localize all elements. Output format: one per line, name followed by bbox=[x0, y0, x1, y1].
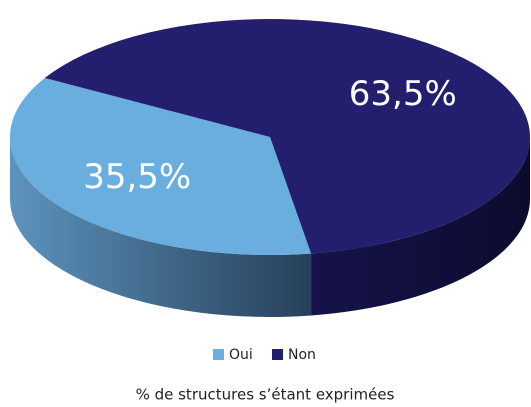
pie-slice bbox=[44, 19, 530, 254]
legend-swatch bbox=[213, 349, 224, 360]
legend-swatch bbox=[272, 349, 283, 360]
data-label: 63,5% bbox=[349, 74, 457, 114]
pie-side bbox=[311, 137, 530, 316]
legend-label: Oui bbox=[229, 347, 253, 363]
pie-slice bbox=[9, 78, 312, 255]
legend-label: Non bbox=[288, 347, 316, 363]
data-label: 35,5% bbox=[83, 157, 191, 197]
pie-side bbox=[10, 137, 312, 318]
caption: % de structures s’étant exprimées bbox=[136, 386, 395, 404]
